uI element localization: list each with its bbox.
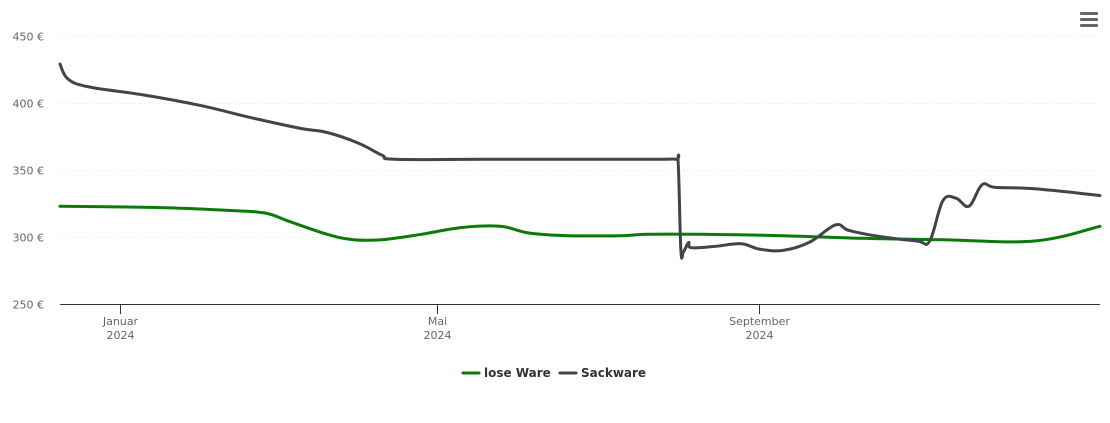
series-lines <box>58 62 1102 260</box>
x-tick-label: Januar <box>102 315 139 328</box>
menu-bar <box>1080 18 1098 21</box>
y-tick-label: 300 € <box>13 232 45 245</box>
legend-label-lose-ware: lose Ware <box>484 366 551 380</box>
series-line-sackware <box>58 62 1102 260</box>
y-tick-label: 450 € <box>13 31 45 44</box>
x-tick-label: September <box>729 315 790 328</box>
legend: lose Ware Sackware <box>461 366 646 380</box>
x-tick-sublabel: 2024 <box>107 329 135 342</box>
y-tick-label: 350 € <box>13 165 45 178</box>
y-tick-label: 250 € <box>13 299 45 312</box>
hamburger-menu-icon[interactable] <box>1078 12 1100 32</box>
series-line-lose-ware <box>58 204 1102 244</box>
legend-label-sackware: Sackware <box>581 366 646 380</box>
x-tick-sublabel: 2024 <box>424 329 452 342</box>
gridlines <box>60 36 1100 238</box>
menu-bar <box>1080 12 1098 15</box>
menu-bar <box>1080 24 1098 27</box>
y-tick-label: 400 € <box>13 98 45 111</box>
y-axis: 250 € 300 € 350 € 400 € 450 € <box>13 31 45 312</box>
x-tick-label: Mai <box>428 315 447 328</box>
x-tick-sublabel: 2024 <box>746 329 774 342</box>
